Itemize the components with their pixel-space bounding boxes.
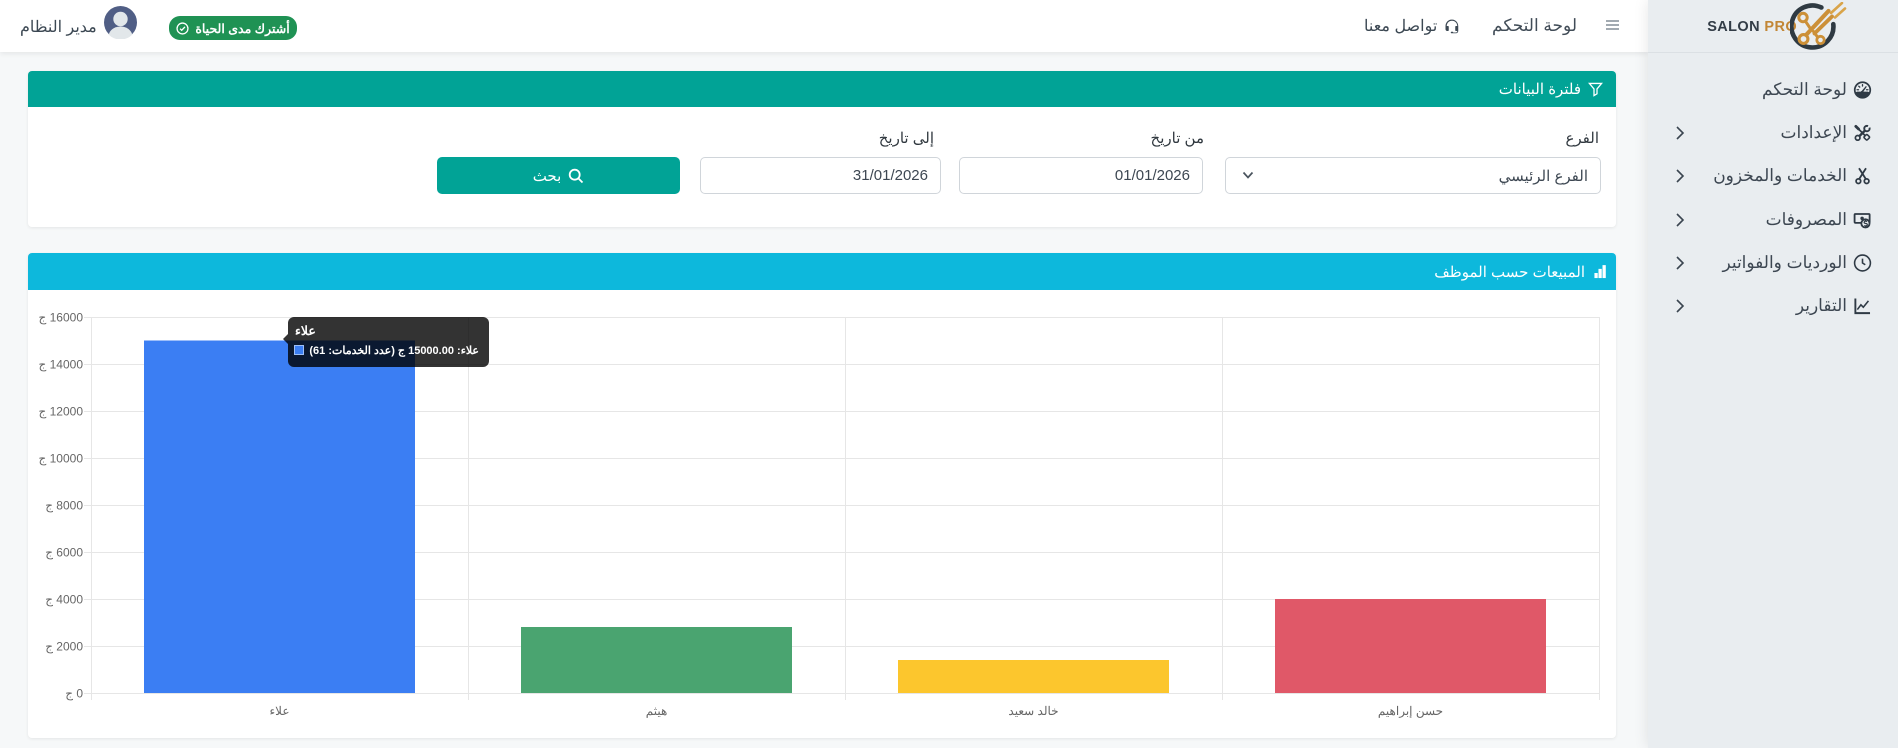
svg-text:ج 16000: ج 16000	[39, 311, 84, 325]
svg-text:ج 4000: ج 4000	[45, 593, 83, 607]
svg-text:علاء: علاء	[270, 704, 290, 718]
svg-text:ج 8000: ج 8000	[45, 499, 83, 513]
svg-text:ج 2000: ج 2000	[45, 640, 83, 654]
svg-text:ج 6000: ج 6000	[45, 546, 83, 560]
svg-text:هيثم: هيثم	[646, 704, 668, 718]
svg-text:ج 0: ج 0	[65, 687, 83, 701]
svg-text:ج 12000: ج 12000	[39, 405, 84, 419]
svg-text:ج 14000: ج 14000	[39, 358, 84, 372]
svg-text:خالد سعيد: خالد سعيد	[1008, 704, 1058, 718]
svg-text:ج 10000: ج 10000	[39, 452, 84, 466]
svg-text:حسن إبراهيم: حسن إبراهيم	[1378, 704, 1443, 719]
